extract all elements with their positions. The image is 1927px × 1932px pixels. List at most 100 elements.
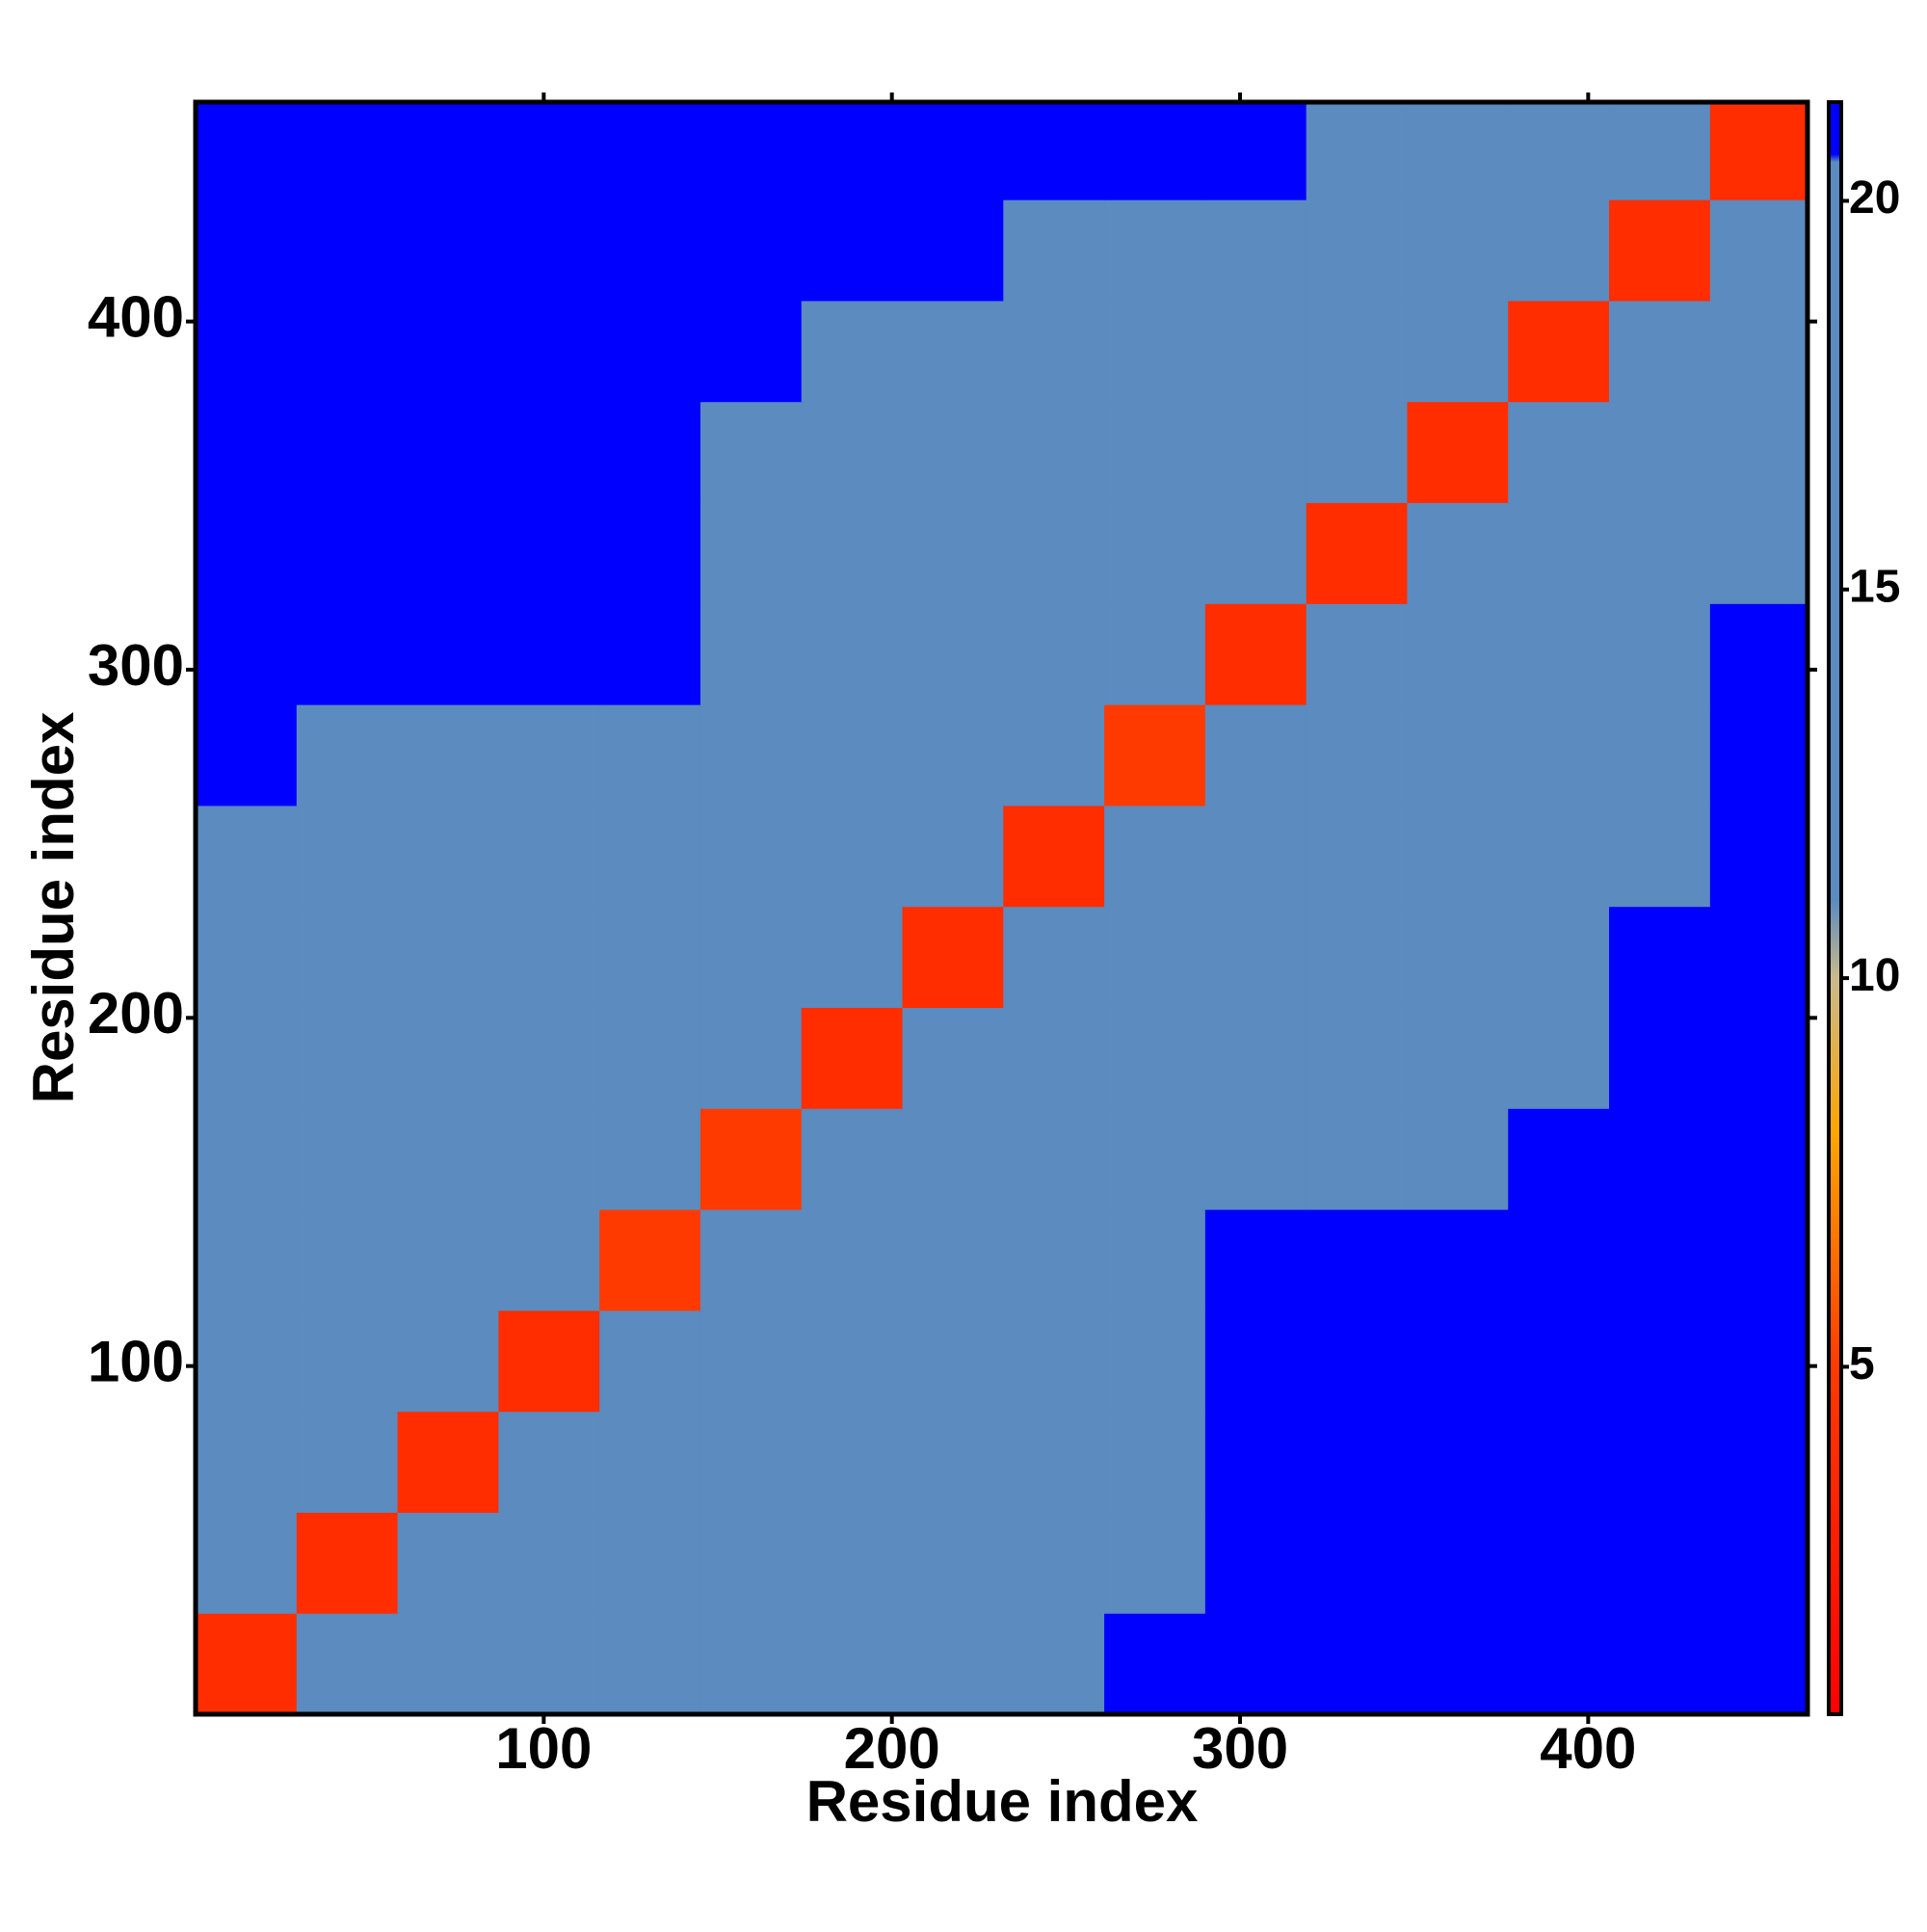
heatmap-cell <box>1508 603 1610 705</box>
heatmap-cell <box>1508 102 1610 200</box>
heatmap-cell <box>599 102 701 200</box>
plot-frame <box>193 99 1810 1717</box>
heatmap-cell <box>1508 401 1610 504</box>
x-tick-label: 100 <box>495 1716 592 1781</box>
heatmap-cell <box>498 1007 600 1109</box>
heatmap-cell <box>397 906 499 1008</box>
heatmap-cell <box>801 1007 904 1109</box>
colorbar <box>1827 100 1843 1716</box>
heatmap-cell <box>296 1108 399 1210</box>
heatmap-cell <box>599 199 701 302</box>
heatmap-cell <box>196 704 298 807</box>
heatmap-cell <box>196 1108 298 1210</box>
heatmap-cell <box>1104 1108 1206 1210</box>
heatmap-cell <box>1407 502 1509 604</box>
heatmap-cell <box>1003 1411 1105 1513</box>
heatmap-cell <box>902 1613 1004 1715</box>
heatmap-cell <box>1306 199 1408 302</box>
heatmap-cell <box>1508 704 1610 807</box>
heatmap-cell <box>1204 1512 1307 1614</box>
heatmap-cell <box>599 1613 701 1715</box>
y-tick-label: 300 <box>88 633 184 698</box>
heatmap-cell <box>902 102 1004 200</box>
colorbar-tick-label: 5 <box>1849 1338 1875 1389</box>
heatmap-cell <box>1709 1007 1808 1109</box>
heatmap-cell <box>1204 603 1307 705</box>
heatmap-cell <box>599 1411 701 1513</box>
heatmap-cell <box>1003 102 1105 200</box>
heatmap-cell <box>902 401 1004 504</box>
heatmap-cell <box>498 1411 600 1513</box>
heatmap-cell <box>1709 199 1808 302</box>
heatmap-cell <box>700 199 803 302</box>
heatmap-cell <box>1508 1411 1610 1513</box>
heatmap-cell <box>1407 1310 1509 1413</box>
heatmap-cell <box>1709 1411 1808 1513</box>
colorbar-tick-label: 20 <box>1849 172 1900 224</box>
heatmap-cell <box>1003 704 1105 807</box>
heatmap-cell <box>1508 300 1610 403</box>
heatmap-cell <box>1003 603 1105 705</box>
heatmap-cell <box>1104 704 1206 807</box>
heatmap-cell <box>801 906 904 1008</box>
heatmap-cell <box>902 300 1004 403</box>
heatmap-cell <box>801 300 904 403</box>
heatmap-cell <box>397 603 499 705</box>
heatmap-cell <box>1204 704 1307 807</box>
heatmap-cell <box>498 502 600 604</box>
heatmap-cell <box>397 704 499 807</box>
heatmap-cell <box>196 300 298 403</box>
heatmap-cell <box>1204 199 1307 302</box>
heatmap-cell <box>1104 906 1206 1008</box>
heatmap-cell <box>801 1613 904 1715</box>
heatmap-cell <box>801 1411 904 1513</box>
heatmap-cell <box>196 1007 298 1109</box>
heatmap-cell <box>902 1108 1004 1210</box>
heatmap-cell <box>397 300 499 403</box>
heatmap-cell <box>296 502 399 604</box>
heatmap-cell <box>1104 502 1206 604</box>
x-tick-label: 200 <box>844 1716 940 1781</box>
heatmap-cell <box>1003 1512 1105 1614</box>
heatmap-cell <box>296 199 399 302</box>
heatmap-cell <box>1104 401 1206 504</box>
heatmap-cell <box>1003 502 1105 604</box>
heatmap-cell <box>902 603 1004 705</box>
heatmap-cell <box>902 1310 1004 1413</box>
heatmap-cell <box>599 1310 701 1413</box>
heatmap-cell <box>296 1613 399 1715</box>
heatmap-cell <box>498 1108 600 1210</box>
heatmap-cell <box>1407 805 1509 908</box>
heatmap-cell <box>1003 1007 1105 1109</box>
heatmap-cell <box>1204 502 1307 604</box>
heatmap-cell <box>196 603 298 705</box>
y-tick-label: 400 <box>88 284 184 349</box>
heatmap-cell <box>397 805 499 908</box>
heatmap-cell <box>1407 1613 1509 1715</box>
heatmap-cell <box>1709 906 1808 1008</box>
heatmap-cell <box>1003 805 1105 908</box>
heatmap-cell <box>902 199 1004 302</box>
heatmap-cell <box>1508 1613 1610 1715</box>
colorbar-tick-label: 10 <box>1849 950 1900 1001</box>
heatmap-cell <box>700 704 803 807</box>
heatmap-cell <box>1003 1613 1105 1715</box>
heatmap-cell <box>801 1310 904 1413</box>
heatmap-cell <box>1104 102 1206 200</box>
heatmap-cell <box>801 1209 904 1311</box>
heatmap-cell <box>599 906 701 1008</box>
heatmap-cell <box>1609 1310 1711 1413</box>
heatmap-cell <box>1104 1613 1206 1715</box>
heatmap-cell <box>700 1310 803 1413</box>
heatmap-cell <box>397 1108 499 1210</box>
heatmap-cell <box>1609 1108 1711 1210</box>
heatmap-cell <box>1003 1209 1105 1311</box>
heatmap-cell <box>1003 199 1105 302</box>
heatmap-cell <box>1709 603 1808 705</box>
y-tick-label: 100 <box>88 1330 184 1394</box>
heatmap-cell <box>498 401 600 504</box>
heatmap-cell <box>1609 300 1711 403</box>
heatmap-cell <box>1104 1310 1206 1413</box>
heatmap-cell <box>700 603 803 705</box>
